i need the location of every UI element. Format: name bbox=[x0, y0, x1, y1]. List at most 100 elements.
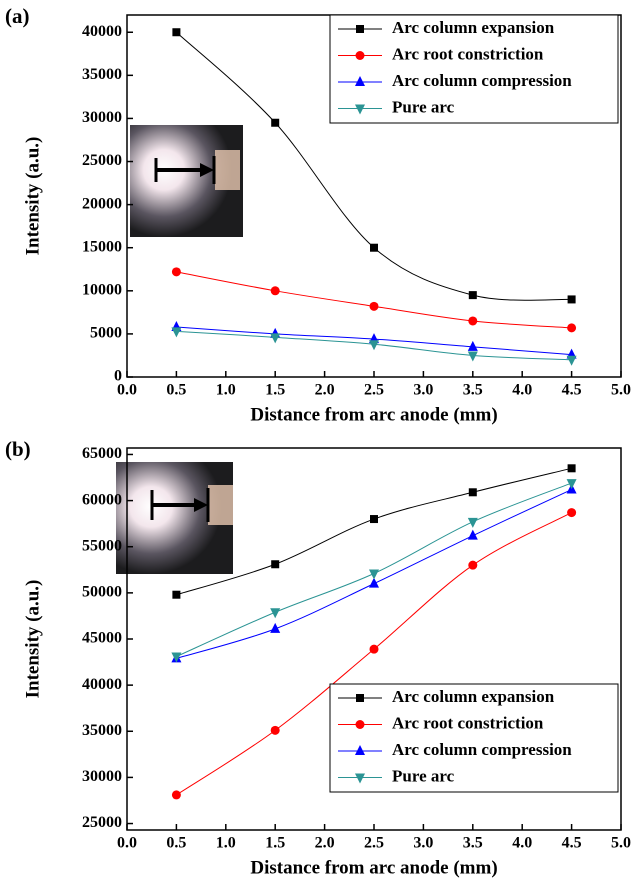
inset-photo bbox=[116, 462, 233, 574]
x-tick-label: 3.0 bbox=[413, 382, 433, 399]
y-tick-label: 40000 bbox=[82, 23, 122, 40]
marker bbox=[355, 51, 365, 60]
x-tick-label: 0.0 bbox=[117, 835, 137, 852]
legend-label: Arc root constriction bbox=[392, 713, 544, 732]
x-tick-label: 2.5 bbox=[364, 835, 384, 852]
marker bbox=[355, 773, 365, 784]
x-tick-label: 1.5 bbox=[265, 382, 285, 399]
marker bbox=[369, 569, 379, 580]
y-tick-label: 25000 bbox=[82, 814, 122, 831]
legend-label: Arc column expansion bbox=[392, 18, 555, 37]
x-tick-label: 0.5 bbox=[166, 382, 186, 399]
x-tick-label: 4.5 bbox=[562, 835, 582, 852]
x-axis-label: Distance from arc anode (mm) bbox=[250, 857, 497, 878]
x-tick-label: 3.5 bbox=[463, 382, 483, 399]
marker bbox=[355, 745, 365, 755]
x-tick-label: 2.0 bbox=[315, 382, 335, 399]
marker bbox=[468, 560, 478, 570]
marker bbox=[566, 355, 577, 366]
y-tick-label: 25000 bbox=[82, 152, 122, 169]
x-tick-label: 4.0 bbox=[512, 382, 532, 399]
marker bbox=[468, 316, 478, 326]
legend-frame bbox=[329, 683, 619, 793]
x-tick-label: 5.0 bbox=[611, 382, 631, 399]
x-tick-label: 0.0 bbox=[117, 382, 137, 399]
y-tick-label: 20000 bbox=[82, 195, 122, 212]
marker bbox=[567, 323, 577, 333]
y-tick-label: 0 bbox=[114, 368, 122, 385]
x-tick-label: 3.0 bbox=[413, 835, 433, 852]
legend-label: Arc column expansion bbox=[392, 687, 555, 706]
marker bbox=[468, 291, 477, 300]
x-tick-label: 0.5 bbox=[166, 835, 186, 852]
marker bbox=[172, 28, 181, 37]
marker bbox=[370, 515, 378, 524]
marker bbox=[370, 243, 378, 252]
marker bbox=[467, 351, 478, 362]
x-tick-label: 1.5 bbox=[265, 835, 285, 852]
marker bbox=[355, 104, 365, 115]
marker bbox=[171, 267, 181, 277]
y-tick-label: 30000 bbox=[82, 768, 122, 785]
y-tick-label: 55000 bbox=[82, 537, 122, 554]
marker bbox=[369, 644, 379, 654]
x-axis-label: Distance from arc anode (mm) bbox=[250, 404, 497, 425]
marker bbox=[270, 286, 280, 296]
plot-frame bbox=[126, 447, 622, 831]
marker bbox=[369, 301, 379, 311]
legend-label: Arc root constriction bbox=[392, 44, 544, 63]
y-axis-label: Intensity (a.u.) bbox=[22, 580, 43, 699]
marker bbox=[567, 295, 576, 304]
y-tick-label: 35000 bbox=[82, 66, 122, 83]
legend-label: Arc column compression bbox=[392, 740, 572, 759]
y-tick-label: 10000 bbox=[82, 281, 122, 298]
marker bbox=[270, 725, 280, 735]
inset-photo bbox=[130, 125, 243, 237]
panel-label: (b) bbox=[5, 437, 31, 461]
marker bbox=[270, 333, 281, 344]
marker bbox=[369, 577, 379, 588]
y-tick-label: 15000 bbox=[82, 238, 122, 255]
marker bbox=[271, 560, 280, 569]
y-axis-label: Intensity (a.u.) bbox=[22, 137, 43, 256]
legend: Arc column expansion Arc root constrictio… bbox=[329, 14, 619, 124]
x-tick-label: 5.0 bbox=[611, 835, 631, 852]
legend-label: Pure arc bbox=[392, 766, 455, 785]
y-tick-label: 50000 bbox=[82, 584, 122, 601]
x-tick-label: 4.0 bbox=[512, 835, 532, 852]
legend: Arc column expansion Arc root constrictio… bbox=[329, 683, 619, 793]
marker bbox=[467, 517, 478, 528]
marker bbox=[467, 529, 478, 540]
marker bbox=[567, 508, 577, 518]
x-tick-label: 2.0 bbox=[315, 835, 335, 852]
marker bbox=[270, 622, 281, 633]
legend-label: Pure arc bbox=[392, 97, 455, 116]
marker bbox=[369, 340, 379, 351]
marker bbox=[467, 340, 478, 351]
marker bbox=[271, 118, 280, 127]
y-tick-label: 35000 bbox=[82, 722, 122, 739]
marker bbox=[171, 790, 181, 800]
y-tick-label: 30000 bbox=[82, 109, 122, 126]
marker bbox=[356, 694, 364, 702]
marker bbox=[171, 327, 182, 338]
marker bbox=[355, 720, 365, 729]
marker bbox=[356, 25, 364, 33]
marker bbox=[468, 488, 477, 497]
panel-label: (a) bbox=[5, 4, 30, 28]
marker bbox=[355, 76, 365, 86]
marker bbox=[566, 479, 577, 490]
marker bbox=[270, 608, 281, 619]
x-tick-label: 4.5 bbox=[562, 382, 582, 399]
x-tick-label: 1.0 bbox=[216, 835, 236, 852]
y-tick-label: 65000 bbox=[82, 445, 122, 462]
marker bbox=[171, 652, 182, 663]
x-tick-label: 1.0 bbox=[216, 382, 236, 399]
y-tick-label: 60000 bbox=[82, 491, 122, 508]
y-tick-label: 45000 bbox=[82, 630, 122, 647]
marker bbox=[567, 464, 576, 473]
y-tick-label: 40000 bbox=[82, 676, 122, 693]
x-tick-label: 2.5 bbox=[364, 382, 384, 399]
marker bbox=[172, 590, 181, 599]
